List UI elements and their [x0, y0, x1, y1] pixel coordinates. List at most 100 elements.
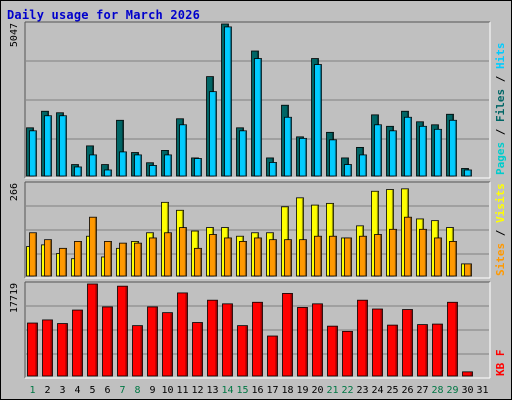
kbytes-bar [27, 322, 38, 377]
sites-bar-shade [394, 229, 397, 276]
hits-bar [329, 139, 337, 177]
day-label: 4 [74, 385, 80, 396]
kbytes-bar [327, 325, 338, 377]
hits-bar [239, 130, 247, 177]
sites-bar-shade [274, 240, 277, 276]
kbytes-bar-shade [95, 284, 97, 376]
sites-bar [389, 228, 397, 277]
kbytes-bar-face [462, 371, 473, 377]
hits-bar [119, 151, 127, 177]
hits-bar-face [194, 158, 202, 177]
sites-bar-shade [34, 233, 37, 276]
chart-title: Daily usage for March 2026 [7, 8, 201, 22]
sites-bar-face [29, 232, 37, 277]
sites-bar [464, 263, 472, 277]
sites-bar-face [299, 239, 307, 277]
hits-bar [134, 154, 142, 177]
hits-bar-shade [79, 167, 82, 176]
sites-bar-shade [454, 241, 457, 276]
hits-bar-shade [274, 162, 277, 176]
hits-bar [89, 154, 97, 177]
panel-3: 17719 [9, 281, 491, 379]
kbytes-bar-shade [350, 331, 352, 376]
sites-bar [179, 227, 187, 277]
day-label: 1 [29, 385, 35, 396]
kbytes-bar [87, 283, 98, 377]
hits-bar [389, 130, 397, 177]
kbytes-bar [372, 308, 383, 377]
sites-bar [104, 241, 112, 277]
sites-bar [329, 235, 337, 277]
panel-1: 5047 [9, 21, 491, 179]
legend-entry: Hits [494, 43, 507, 70]
kbytes-bar-shade [110, 307, 112, 376]
kbytes-bar-face [222, 303, 233, 377]
kbytes-bar-face [147, 306, 158, 377]
hits-bar-shade [244, 131, 247, 176]
hits-bar-shade [34, 131, 37, 176]
sites-bar [224, 237, 232, 277]
hits-bar-face [284, 116, 292, 177]
kbytes-bar [447, 301, 458, 377]
hits-bar [464, 169, 472, 177]
kbytes-bar-shade [35, 323, 37, 376]
kbytes-bar [357, 299, 368, 377]
day-label: 17 [266, 385, 278, 396]
visits-bar-shade [376, 191, 379, 276]
hits-bar-shade [424, 126, 427, 176]
sites-bar-face [404, 216, 412, 277]
panel-2: 266 [9, 181, 491, 279]
legend-entry: KB F [494, 350, 507, 377]
day-label: 28 [431, 385, 443, 396]
sites-bar-shade [214, 234, 217, 276]
sites-bar-shade [184, 228, 187, 276]
sites-bar-shade [169, 233, 172, 276]
kbytes-bar-shade [470, 372, 472, 376]
kbytes-bar-face [87, 283, 98, 377]
hits-bar-shade [259, 59, 262, 176]
sites-bar-face [314, 235, 322, 277]
sites-bar-shade [289, 240, 292, 276]
kbytes-bar [132, 325, 143, 377]
hits-bar-shade [169, 155, 172, 176]
hits-bar-shade [49, 116, 52, 176]
hits-bar [59, 115, 67, 177]
day-label: 12 [191, 385, 203, 396]
sites-bar-shade [229, 238, 232, 276]
hits-bar-face [314, 64, 322, 177]
sites-bar-shade [424, 229, 427, 276]
hits-bar [254, 58, 262, 177]
hits-bar-shade [334, 140, 337, 176]
sites-bar-face [59, 247, 67, 277]
sites-bar-shade [154, 238, 157, 276]
legend-entry: / [494, 122, 507, 142]
sites-bar-face [134, 242, 142, 277]
hits-bar [194, 158, 202, 177]
sites-bar-face [149, 237, 157, 277]
visits-bar-shade [301, 198, 304, 276]
sites-bar [419, 228, 427, 277]
kbytes-bar [312, 303, 323, 377]
kbytes-bar-shade [275, 336, 277, 376]
sites-bar [149, 237, 157, 277]
hits-bar-shade [199, 159, 202, 176]
day-label: 13 [206, 385, 218, 396]
sites-bar-face [344, 237, 352, 277]
hits-bar-face [374, 124, 382, 177]
kbytes-bar [387, 324, 398, 377]
day-label: 20 [311, 385, 323, 396]
sites-bar-shade [334, 236, 337, 276]
hits-bar [434, 128, 442, 177]
hits-bar-face [134, 154, 142, 177]
kbytes-bar-face [447, 301, 458, 377]
day-label: 8 [134, 385, 140, 396]
hits-bar [164, 154, 172, 177]
kbytes-bar [102, 306, 113, 377]
hits-bar-face [29, 130, 37, 177]
hits-bar-shade [289, 117, 292, 176]
sites-bar [359, 235, 367, 277]
kbytes-bar-face [357, 299, 368, 377]
kbytes-bar-shade [260, 302, 262, 376]
kbytes-bar-face [312, 303, 323, 377]
hits-bar-shade [154, 165, 157, 176]
